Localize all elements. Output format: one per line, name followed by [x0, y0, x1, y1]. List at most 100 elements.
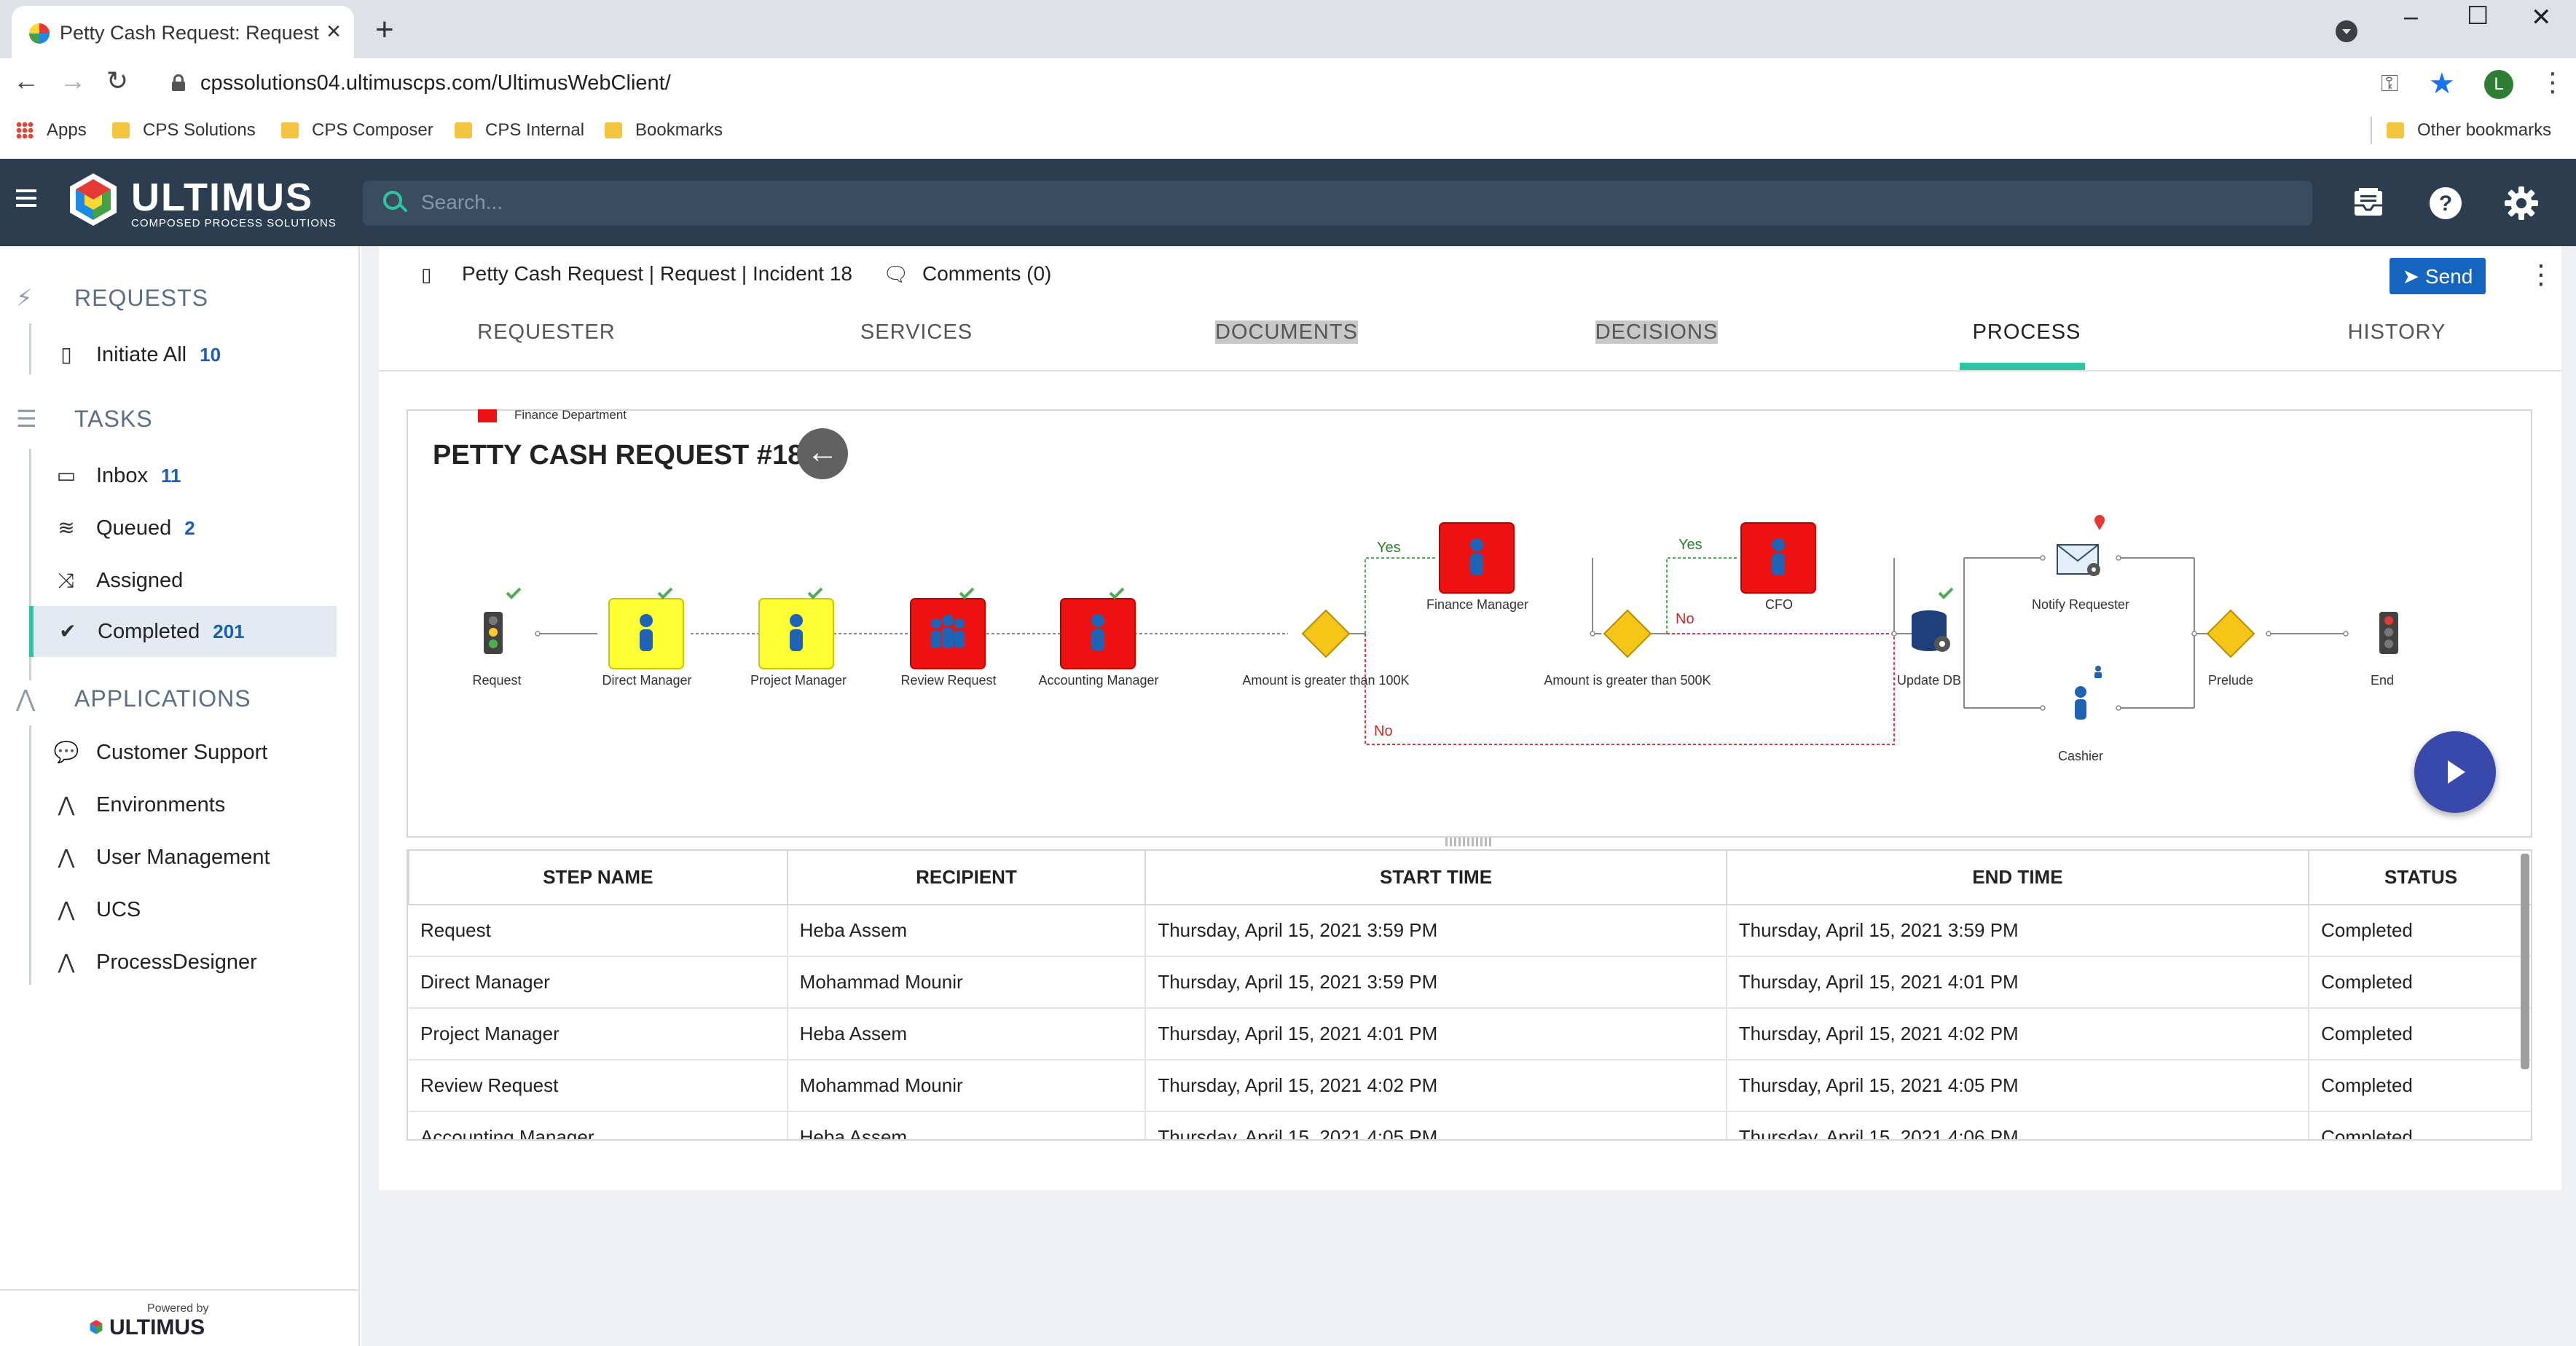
help-icon[interactable]: ? [2426, 184, 2465, 223]
close-tab-icon[interactable]: × [326, 17, 341, 45]
table-row[interactable]: Project Manager Heba Assem Thursday, Apr… [409, 1008, 2531, 1060]
table-cell: Completed [2309, 1060, 2531, 1112]
check-icon [807, 587, 823, 599]
sidebar-item-assigned[interactable]: ⤨ Assigned [38, 555, 345, 606]
ultimus-small-logo-icon [90, 1320, 103, 1334]
chat-icon: 💬 [53, 741, 79, 763]
resize-handle[interactable] [1445, 838, 1492, 846]
bookmark-apps[interactable]: Apps [16, 119, 87, 144]
port-dot [2343, 631, 2349, 637]
new-tab-button[interactable]: + [375, 12, 394, 47]
column-header[interactable]: START TIME [1144, 851, 1727, 905]
lock-icon[interactable] [172, 74, 185, 91]
send-button[interactable]: ➤ Send [2390, 258, 2486, 294]
profile-avatar[interactable]: L [2484, 70, 2513, 99]
sidebar-item-customer-support[interactable]: 💬 Customer Support [38, 727, 345, 778]
column-header[interactable]: END TIME [1725, 851, 2310, 905]
legend-swatch [478, 409, 497, 422]
tab-decisions[interactable]: DECISIONS [1595, 320, 1719, 344]
sidebar-item-completed[interactable]: ✔ Completed 201 [29, 606, 337, 657]
table-row[interactable]: Direct Manager Mohammad Mounir Thursday,… [409, 956, 2531, 1009]
column-header[interactable]: STEP NAME [408, 851, 788, 905]
browser-menu-icon[interactable]: ⋮ [2540, 67, 2566, 97]
sidebar-section-requests[interactable]: ⚡ REQUESTS [16, 285, 209, 311]
more-options-icon[interactable]: ⋮ [2528, 259, 2554, 289]
envelope-gear-icon [2057, 544, 2100, 576]
small-user-icon [2094, 666, 2102, 678]
powered-by-footer: Powered by ULTIMUS [0, 1289, 360, 1346]
port-dot [1891, 631, 1897, 637]
sidebar-item-initiate-all[interactable]: ▯ Initiate All 10 [38, 329, 345, 380]
column-header[interactable]: RECIPIENT [786, 851, 1147, 905]
tab-history[interactable]: HISTORY [2347, 320, 2446, 344]
back-arrow-button[interactable]: ← [797, 428, 848, 479]
bookmarks-divider [2371, 117, 2372, 144]
table-row[interactable]: Accounting Manager Heba Assem Thursday, … [409, 1111, 2531, 1139]
table-cell: Thursday, April 15, 2021 4:05 PM [1726, 1060, 2310, 1112]
tab-documents[interactable]: DOCUMENTS [1215, 320, 1358, 344]
search-input[interactable] [421, 188, 2242, 217]
bookmark-cps-solutions[interactable]: CPS Solutions [112, 119, 256, 144]
other-bookmarks[interactable]: Other bookmarks [2387, 119, 2551, 144]
end-traffic-light-icon [2379, 612, 2398, 654]
back-icon[interactable]: ← [13, 66, 39, 95]
step-box-project-manager [758, 598, 834, 669]
tab-search-icon[interactable] [2336, 20, 2357, 42]
table-cell: Thursday, April 15, 2021 4:01 PM [1145, 1008, 1727, 1060]
step-label-accounting-manager: Accounting Manager [1038, 673, 1159, 688]
maximize-icon[interactable]: ☐ [2467, 2, 2489, 30]
settings-gear-icon[interactable] [2502, 184, 2541, 223]
port-dot [2191, 631, 2197, 637]
table-row[interactable]: Review Request Mohammad Mounir Thursday,… [409, 1060, 2531, 1112]
sidebar-item-inbox[interactable]: ▭ Inbox 11 [38, 450, 345, 501]
comment-icon: 🗨 [883, 263, 909, 286]
table-cell: Completed [2309, 1008, 2531, 1060]
menu-icon[interactable] [16, 189, 36, 211]
tab-process[interactable]: PROCESS [1972, 320, 2081, 344]
column-header[interactable]: STATUS [2308, 851, 2531, 905]
tab-services[interactable]: SERVICES [860, 320, 973, 344]
inbox-tray-icon[interactable] [2349, 184, 2388, 223]
bookmark-cps-internal[interactable]: CPS Internal [455, 119, 584, 144]
sidebar-item-queued[interactable]: ≋ Queued 2 [38, 503, 345, 554]
sidebar-item-user-management[interactable]: ⋀ User Management [38, 832, 345, 883]
table-cell: Thursday, April 15, 2021 3:59 PM [1145, 905, 1727, 957]
step-label-cashier: Cashier [2057, 749, 2104, 763]
browser-tab[interactable]: Petty Cash Request: Request × [12, 6, 354, 58]
table-row[interactable]: Request Heba Assem Thursday, April 15, 2… [409, 905, 2531, 957]
port-dot [2116, 705, 2121, 711]
history-table: STEP NAME RECIPIENT START TIME END TIME … [408, 851, 2531, 1139]
sidebar-item-processdesigner[interactable]: ⋀ ProcessDesigner [38, 937, 345, 988]
step-label-prelude: Prelude [2207, 673, 2254, 688]
reload-icon[interactable]: ↻ [106, 66, 129, 95]
forward-icon[interactable]: → [60, 66, 86, 95]
table-scrollbar[interactable] [2521, 854, 2529, 1069]
sidebar-group-line [29, 449, 31, 680]
history-table-container: STEP NAME RECIPIENT START TIME END TIME … [407, 849, 2532, 1141]
yes-connector [1364, 557, 1437, 634]
port-dot [2116, 555, 2121, 561]
step-box-cfo [1740, 522, 1816, 594]
bookmark-bookmarks[interactable]: Bookmarks [605, 119, 723, 144]
ultimus-logo-icon [70, 173, 117, 226]
key-icon[interactable]: ⚿ [2381, 70, 2399, 96]
sidebar-group-line [29, 725, 31, 985]
check-icon [657, 587, 673, 599]
sidebar-section-tasks[interactable]: ☰ TASKS [16, 406, 153, 432]
sidebar-item-environments[interactable]: ⋀ Environments [38, 779, 345, 830]
minimize-icon[interactable]: – [2404, 3, 2418, 31]
check-icon [506, 587, 522, 599]
sidebar-item-ucs[interactable]: ⋀ UCS [38, 884, 345, 935]
window-close-icon[interactable]: ✕ [2531, 4, 2552, 31]
sidebar-section-applications[interactable]: ⋀ APPLICATIONS [16, 685, 251, 712]
bookmark-cps-composer[interactable]: CPS Composer [281, 119, 433, 144]
port-dot [1590, 631, 1595, 637]
bookmark-star-icon[interactable]: ★ [2429, 68, 2455, 100]
table-cell: Thursday, April 15, 2021 4:05 PM [1145, 1111, 1727, 1139]
comments-link[interactable]: Comments (0) [922, 262, 1052, 285]
play-button[interactable] [2414, 731, 2496, 813]
table-cell: Thursday, April 15, 2021 4:06 PM [1726, 1111, 2310, 1139]
tab-requester[interactable]: REQUESTER [477, 320, 616, 344]
url-text[interactable]: cpssolutions04.ultimuscps.com/UltimusWeb… [200, 71, 671, 95]
table-cell: Completed [2309, 956, 2531, 1009]
